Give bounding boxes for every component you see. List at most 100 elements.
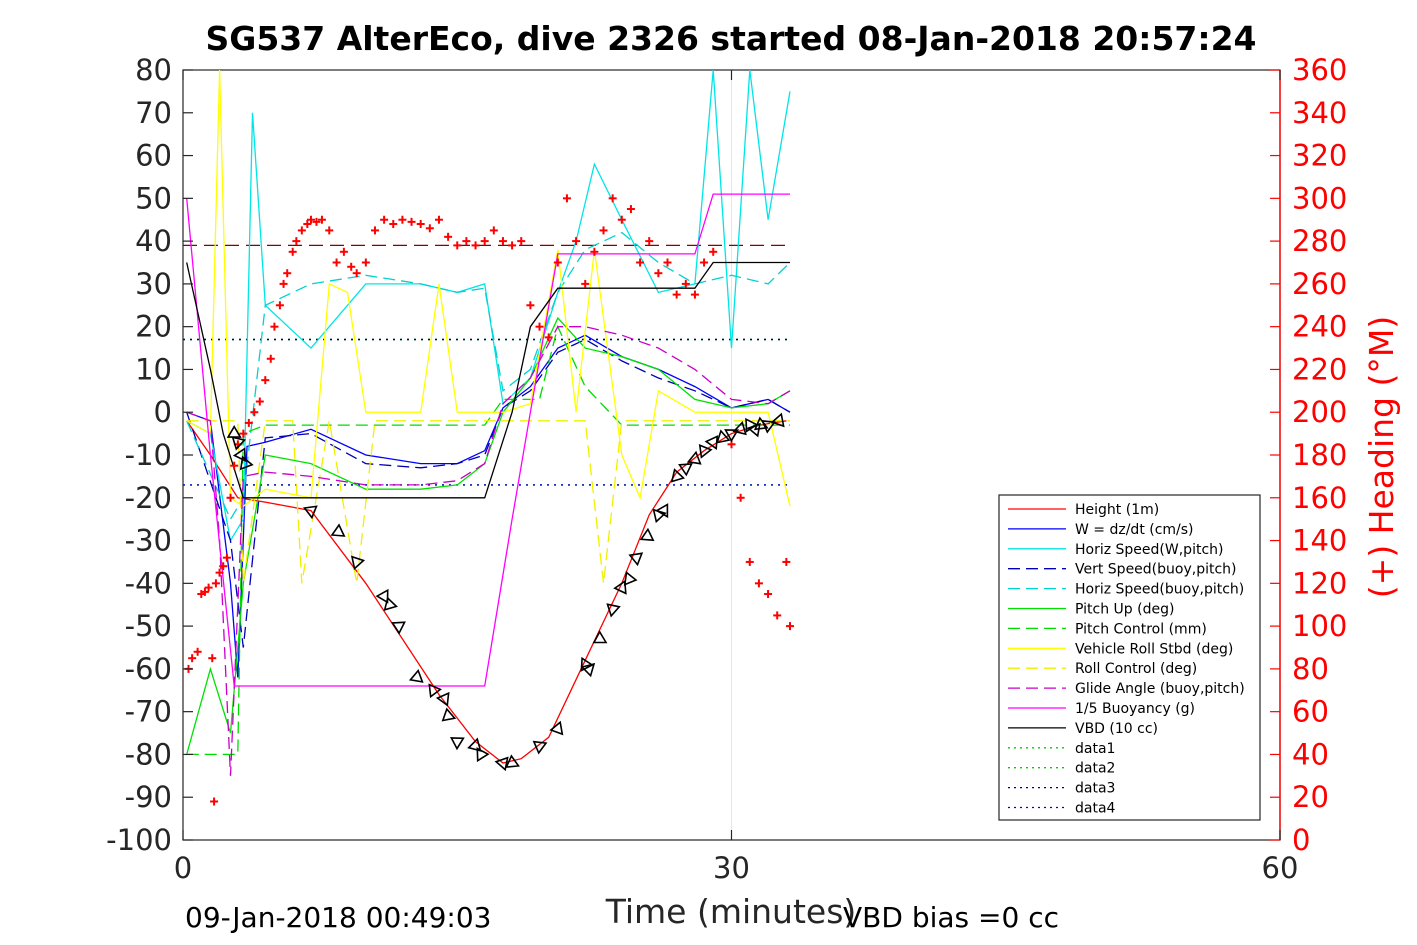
depth-triangle (428, 683, 442, 699)
x-axis-label: Time (minutes) (605, 892, 857, 931)
heading-marker (645, 237, 654, 246)
depth-triangle (375, 588, 389, 604)
series-line-3 (186, 338, 791, 648)
left-tick-label: 80 (135, 53, 172, 87)
heading-marker (222, 553, 231, 562)
heading-marker (204, 583, 213, 592)
depth-triangle (724, 429, 740, 443)
heading-marker (255, 397, 264, 406)
depth-triangle (732, 420, 747, 436)
heading-marker (626, 205, 635, 214)
right-tick-label: 320 (1292, 139, 1347, 173)
heading-marker (636, 258, 645, 267)
depth-triangle (303, 505, 318, 520)
series-line-11 (186, 261, 790, 499)
heading-marker (480, 237, 489, 246)
left-tick-label: -60 (125, 652, 172, 686)
series-line-10 (186, 193, 790, 687)
heading-marker (398, 215, 407, 224)
heading-marker (250, 408, 259, 417)
heading-marker (279, 279, 288, 288)
series-line-9 (186, 326, 791, 776)
heading-marker (210, 797, 219, 806)
depth-triangle (639, 527, 655, 542)
right-tick-label: 300 (1292, 181, 1347, 215)
heading-marker (764, 590, 773, 599)
heading-marker (690, 290, 699, 299)
heading-marker (517, 237, 526, 246)
heading-marker (617, 215, 626, 224)
left-tick-label: -100 (106, 823, 172, 857)
reference-lines (183, 244, 791, 486)
heading-marker (370, 226, 379, 235)
heading-marker (215, 568, 224, 577)
legend: Height (1m) W = dz/dt (cm/s) Horiz Speed(W… (998, 494, 1261, 821)
legend-label: data1 (1075, 741, 1115, 757)
legend-label: Horiz Speed(W,pitch) (1075, 542, 1223, 558)
left-tick-label: 20 (135, 310, 172, 344)
right-tick-label: 60 (1292, 695, 1329, 729)
x-tick-label: 30 (713, 851, 750, 885)
heading-marker (773, 611, 782, 620)
heading-marker (553, 258, 562, 267)
depth-triangle (628, 552, 644, 567)
depth-triangle (441, 707, 457, 722)
heading-marker (508, 241, 517, 250)
right-tick-label: 280 (1292, 224, 1347, 258)
heading-marker (389, 220, 398, 228)
series-line-5 (186, 316, 791, 755)
heading-marker (786, 622, 795, 631)
depth-triangle (476, 747, 490, 763)
heading-marker (288, 247, 297, 256)
heading-marker (244, 418, 253, 427)
depth-triangle (678, 462, 693, 477)
heading-marker (681, 279, 690, 288)
right-tick-label: 260 (1292, 267, 1347, 301)
heading-marker (352, 269, 361, 278)
legend-label: Glide Angle (buoy,pitch) (1075, 681, 1245, 697)
heading-marker (572, 237, 581, 246)
x-tick-label: 60 (1262, 851, 1299, 885)
series-line-6 (186, 324, 790, 756)
depth-triangle (746, 422, 761, 438)
x-axis: 0 30 60 (174, 70, 1299, 885)
legend-label: Vehicle Roll Stbd (deg) (1075, 641, 1233, 657)
heading-marker (297, 226, 306, 235)
series-layer (186, 69, 791, 776)
x-tick-label: 0 (174, 851, 192, 885)
left-y-axis: 80 70 60 50 40 30 20 10 0 -10 -20 -30 -40 -50 -60 -70 -8… (106, 53, 193, 857)
heading-marker (745, 557, 754, 566)
depth-triangle (549, 720, 564, 736)
heading-marker (219, 562, 228, 571)
depth-triangle (494, 756, 509, 772)
heading-markers (184, 194, 795, 806)
depth-triangle (623, 571, 638, 586)
heading-marker (275, 301, 284, 310)
heading-marker (347, 262, 356, 271)
heading-marker (526, 301, 535, 310)
depth-triangle (330, 523, 346, 537)
legend-label: data3 (1075, 781, 1115, 797)
left-tick-label: -20 (125, 481, 172, 515)
heading-marker (709, 247, 718, 256)
left-tick-label: 30 (135, 267, 172, 301)
heading-marker (226, 493, 235, 502)
right-tick-label: 100 (1292, 609, 1347, 643)
depth-triangle (592, 630, 608, 644)
depth-triangles (226, 412, 785, 772)
depth-triangle (350, 555, 366, 571)
left-tick-label: 70 (135, 96, 172, 130)
legend-label: 1/5 Buoyancy (g) (1075, 701, 1195, 717)
legend-label: Pitch Control (mm) (1075, 621, 1207, 637)
heading-marker (188, 654, 197, 663)
depth-triangle (231, 436, 247, 451)
heading-marker (193, 647, 202, 656)
heading-marker (562, 194, 571, 203)
heading-marker (672, 290, 681, 299)
heading-marker (663, 258, 672, 267)
heading-marker (444, 232, 453, 241)
left-tick-label: 0 (154, 395, 172, 429)
depth-triangle (239, 455, 254, 471)
right-tick-label: 180 (1292, 438, 1347, 472)
right-y-axis: 3603403203002802602402202001801601401201… (1270, 53, 1347, 857)
